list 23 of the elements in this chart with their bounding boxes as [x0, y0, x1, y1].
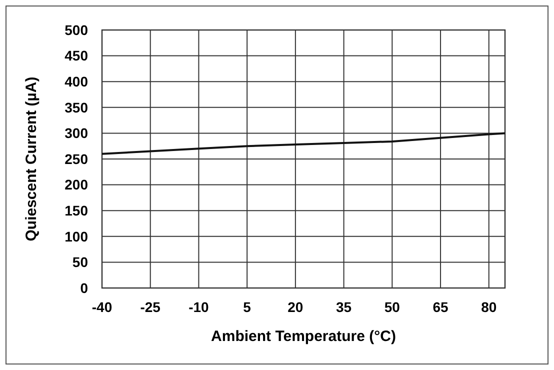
- x-tick-label: 35: [336, 299, 352, 315]
- y-tick-label: 350: [64, 99, 88, 116]
- y-tick-label: 400: [64, 74, 88, 90]
- y-tick-label: 100: [64, 228, 88, 244]
- x-tick-label: 65: [432, 299, 449, 315]
- y-tick-label: 500: [64, 22, 88, 38]
- y-tick-label: 50: [72, 254, 88, 270]
- x-tick-label: -10: [188, 299, 210, 315]
- line-series: [101, 132, 506, 155]
- y-tick-label: 300: [64, 125, 88, 142]
- x-tick-label: 50: [384, 299, 400, 315]
- x-tick-label: -40: [92, 299, 112, 315]
- y-axis-title: Quiescent Current (µA): [23, 76, 40, 242]
- y-tick-label: 450: [64, 48, 88, 64]
- x-tick-label: 80: [481, 299, 497, 315]
- y-tick-label: 250: [64, 150, 88, 167]
- y-tick-label: 0: [80, 280, 88, 296]
- x-tick-label: -25: [140, 299, 161, 315]
- x-tick-label: 20: [288, 299, 304, 315]
- x-axis-title: Ambient Temperature (°C): [211, 328, 396, 345]
- y-tick-label: 150: [64, 202, 88, 218]
- y-tick-label: 200: [64, 176, 88, 193]
- x-tick-label: 5: [243, 299, 252, 315]
